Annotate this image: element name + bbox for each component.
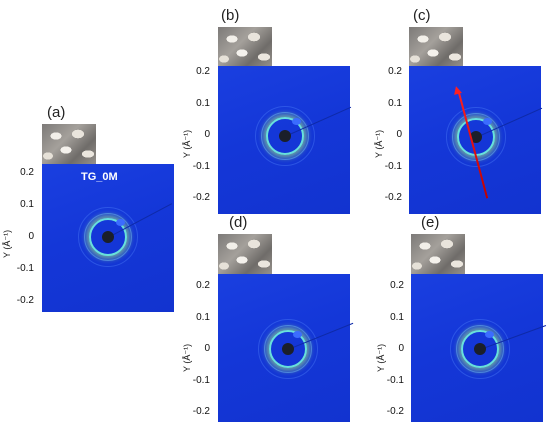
y-tick: -0.2	[16, 295, 34, 306]
panel-label: (b)	[221, 7, 240, 24]
diffraction-spot	[485, 331, 494, 338]
saxs-pattern	[409, 66, 543, 214]
saxs-pattern	[218, 274, 354, 422]
panel-label: (c)	[413, 7, 431, 24]
scatter-ring	[266, 117, 304, 155]
y-tick: -0.1	[192, 161, 210, 172]
y-tick: 0	[28, 231, 34, 242]
scatter-ring	[255, 106, 315, 166]
saxs-pattern: TG_0M	[42, 164, 174, 312]
scatter-ring	[78, 207, 138, 267]
y-tick: 0.1	[20, 199, 34, 210]
sample-tag: TG_0M	[81, 171, 118, 183]
diffraction-spot	[292, 118, 301, 125]
y-tick: 0.2	[390, 280, 404, 291]
y-tick: 0.2	[196, 280, 210, 291]
scatter-ring	[446, 107, 506, 167]
y-axis-label: Y (Å⁻¹)	[376, 343, 386, 372]
scatter-ring	[84, 213, 132, 261]
scatter-ring	[461, 330, 499, 368]
diffraction-spot	[483, 118, 492, 125]
y-tick: 0	[204, 129, 210, 140]
beamstop	[279, 130, 291, 142]
y-tick: -0.1	[386, 375, 404, 386]
y-tick: 0	[204, 343, 210, 354]
y-axis-label: Y (Å⁻¹)	[2, 229, 12, 258]
y-tick: 0.1	[388, 98, 402, 109]
y-tick: -0.2	[192, 192, 210, 203]
sample-photo	[42, 124, 96, 166]
panel-label: (d)	[229, 214, 248, 231]
beamstop	[470, 131, 482, 143]
y-tick: -0.2	[192, 406, 210, 417]
panel-label: (a)	[47, 104, 66, 121]
scatter-ring	[456, 325, 504, 373]
sample-photo	[218, 234, 272, 276]
diffraction-spot	[116, 219, 125, 226]
beamstop	[474, 343, 486, 355]
y-tick: 0.1	[196, 98, 210, 109]
sample-photo	[409, 27, 463, 69]
y-tick: -0.1	[192, 375, 210, 386]
diffraction-spot	[293, 331, 302, 338]
y-tick: 0.1	[390, 312, 404, 323]
y-tick: 0	[396, 129, 402, 140]
y-tick: -0.2	[384, 192, 402, 203]
y-tick: 0.2	[388, 66, 402, 77]
y-tick: 0.2	[20, 167, 34, 178]
panel-label: (e)	[421, 214, 440, 231]
scatter-ring	[269, 330, 307, 368]
y-tick: 0.1	[196, 312, 210, 323]
saxs-pattern	[218, 66, 352, 214]
sample-photo	[218, 27, 272, 69]
scatter-ring	[450, 319, 510, 379]
scatter-ring	[258, 319, 318, 379]
beamstop	[282, 343, 294, 355]
scatter-ring	[261, 112, 309, 160]
arrowhead-icon	[452, 85, 462, 95]
y-tick: 0.2	[196, 66, 210, 77]
saxs-pattern	[411, 274, 547, 422]
y-tick: -0.1	[16, 263, 34, 274]
y-tick: 0	[398, 343, 404, 354]
y-tick: -0.2	[386, 406, 404, 417]
y-axis-label: Y (Å⁻¹)	[374, 129, 384, 158]
y-tick: -0.1	[384, 161, 402, 172]
scatter-ring	[264, 325, 312, 373]
y-axis-label: Y (Å⁻¹)	[182, 343, 192, 372]
y-axis-label: Y (Å⁻¹)	[182, 129, 192, 158]
beamstop	[102, 231, 114, 243]
sample-photo	[411, 234, 465, 276]
scatter-ring	[89, 218, 127, 256]
